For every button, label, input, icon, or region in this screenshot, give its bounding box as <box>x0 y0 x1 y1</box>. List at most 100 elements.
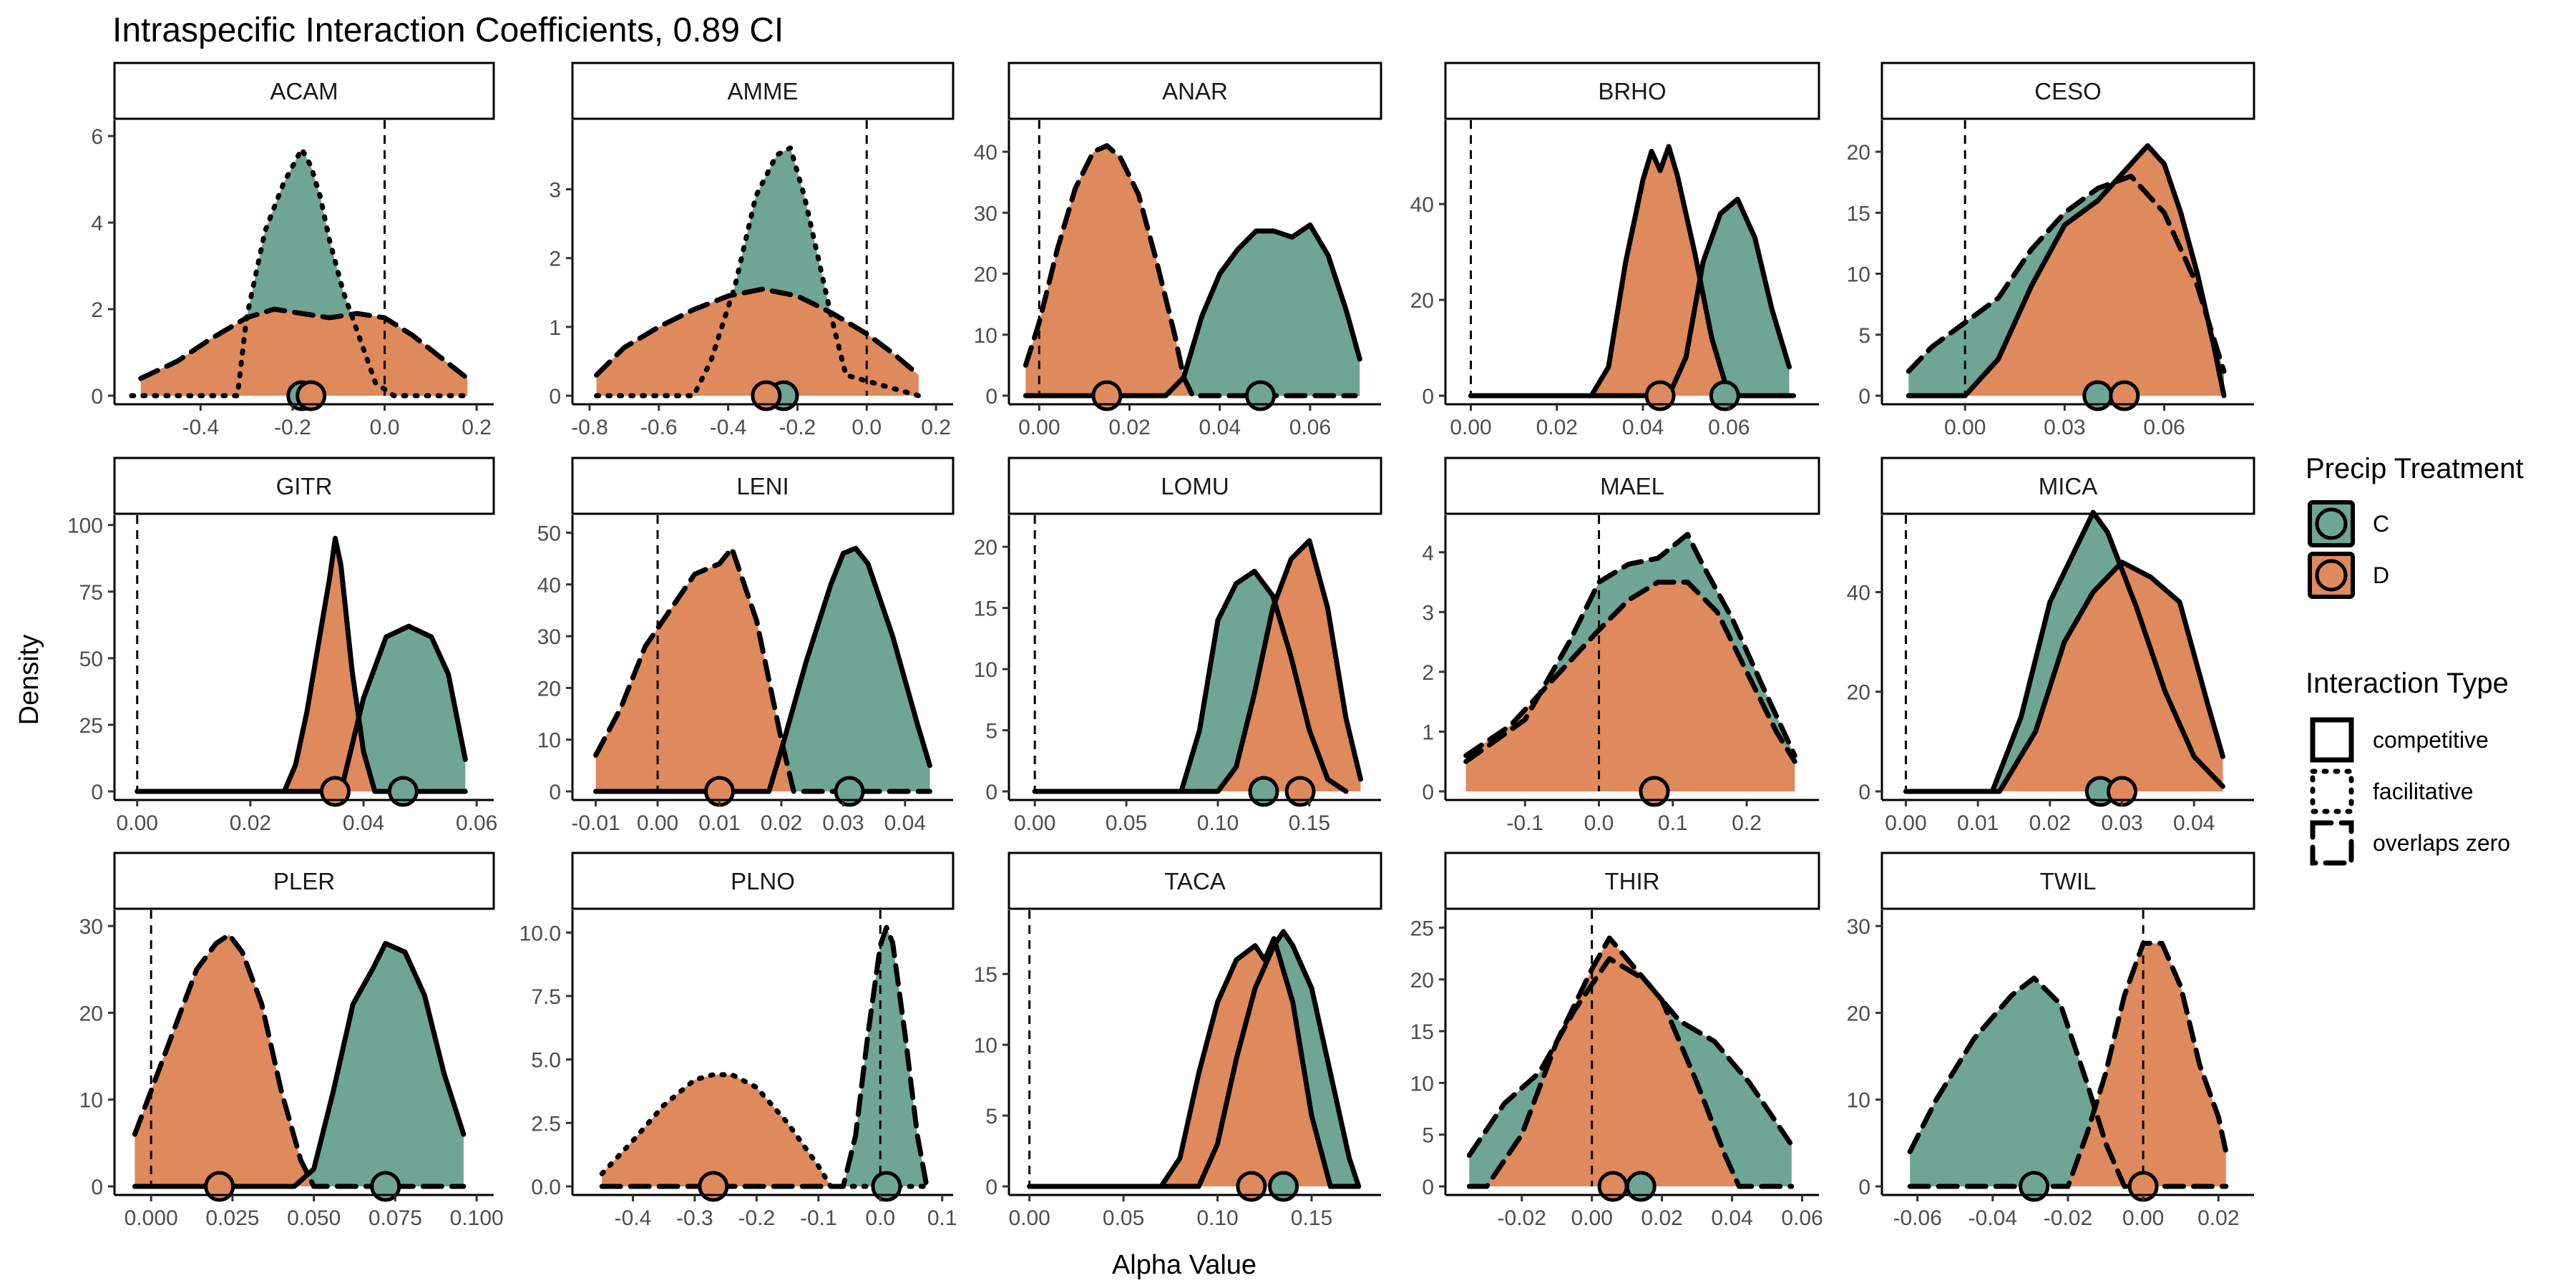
median-point-d <box>204 1171 235 1202</box>
y-tick-label: 0 <box>91 781 103 804</box>
x-tick-label: 0.2 <box>1732 811 1762 835</box>
median-point-d <box>1597 1171 1629 1202</box>
median-point-d <box>319 776 351 807</box>
y-tick-label: 20 <box>1847 141 1870 165</box>
facet-strip <box>1880 852 2255 910</box>
x-tick-label: 0.0 <box>370 416 400 439</box>
x-tick-label: 0.04 <box>884 811 926 835</box>
median-point-c <box>1709 380 1740 411</box>
x-tick-label: 0.02 <box>1536 416 1578 439</box>
y-tick-label: 0 <box>549 385 561 409</box>
facet-strip <box>1880 62 2255 120</box>
y-tick-label: 0 <box>985 1176 997 1199</box>
y-tick-label: 20 <box>1410 969 1434 992</box>
median-point-d <box>698 1171 729 1202</box>
legend-key-d <box>2308 552 2355 599</box>
y-tick-label: 10 <box>537 729 561 753</box>
y-tick-label: 40 <box>974 141 997 165</box>
legend-title-interaction: Interaction Type <box>2306 668 2509 699</box>
density-outline-d <box>1468 144 1796 399</box>
facet-strip-label: GITR <box>276 473 333 499</box>
median-point-c <box>370 1171 401 1202</box>
legend-key-dotted <box>2310 769 2354 814</box>
y-tick-label: 10 <box>974 1034 997 1058</box>
facet-strip-label: BRHO <box>1598 78 1666 104</box>
legend-key-dashed <box>2310 820 2354 866</box>
density-area-d <box>1470 146 1794 396</box>
facet-strip-label: PLNO <box>731 868 795 894</box>
y-tick-label: 3 <box>1422 601 1434 625</box>
facet-strip <box>571 62 955 120</box>
x-tick-label: 0.0 <box>865 1206 895 1230</box>
density-area-d <box>140 309 468 396</box>
density-area-c <box>596 147 919 396</box>
x-tick-label: 0.00 <box>2122 1206 2164 1230</box>
legend-key-solid <box>2310 717 2354 763</box>
x-tick-label: 0.03 <box>2101 811 2142 835</box>
y-tick-label: 40 <box>1410 193 1434 217</box>
facet-acam: ACAM 0 2 4 6 -0.4 -0.2 0.0 0.2 <box>91 62 495 439</box>
x-tick-label: 0.05 <box>1106 811 1147 835</box>
facet-gitr: GITR 0 25 50 75 100 0.00 0.02 0.04 0.06 <box>67 457 497 835</box>
density-area-d <box>1910 943 2226 1186</box>
y-tick-label: 30 <box>79 915 103 939</box>
x-tick-label: -0.02 <box>2044 1206 2092 1230</box>
density-area-d <box>1906 562 2223 791</box>
density-area-d <box>1035 540 1361 791</box>
y-tick-label: 7.5 <box>531 985 561 1009</box>
y-tick-label: 5 <box>985 1105 997 1128</box>
facet-panels: ACAM 0 2 4 6 -0.4 -0.2 0.0 0.2 AMME 0 1 2 3 -0.8 -0.6 -0… <box>67 62 2255 1230</box>
y-tick-label: 0 <box>91 1176 103 1199</box>
median-point-c <box>1248 776 1279 807</box>
y-tick-label: 0 <box>985 385 997 409</box>
y-tick-label: 0 <box>1422 781 1434 804</box>
density-outline-d <box>1027 936 1362 1189</box>
density-area-d <box>1469 937 1792 1186</box>
median-point-c <box>1268 1171 1299 1202</box>
density-outline-c <box>1468 196 1792 399</box>
median-point-d <box>1091 380 1123 411</box>
y-tick-label: 10 <box>79 1089 103 1113</box>
facet-strip <box>113 62 495 120</box>
x-tick-label: 0.000 <box>125 1206 178 1230</box>
density-outline-d <box>1903 560 2225 794</box>
x-tick-label: 0.10 <box>1197 811 1239 835</box>
density-outline-d <box>594 286 922 378</box>
facet-twil: TWIL 0 10 20 30 -0.06 -0.04 -0.02 0.00 0.02 <box>1847 852 2255 1230</box>
y-tick-label: 15 <box>974 963 997 987</box>
y-tick-label: 20 <box>79 1002 103 1025</box>
x-tick-label: 0.0 <box>852 416 882 439</box>
y-tick-label: 10 <box>974 324 997 348</box>
y-tick-label: 6 <box>91 125 103 149</box>
x-tick-label: 0.04 <box>2173 811 2215 835</box>
legend-label: facilitative <box>2373 779 2474 804</box>
y-tick-label: 10.0 <box>519 922 561 945</box>
facet-taca: TACA 0 5 10 15 0.00 0.05 0.10 0.15 <box>974 852 1382 1230</box>
facet-strip <box>1880 457 2255 515</box>
y-tick-label: 0 <box>1858 385 1870 409</box>
x-tick-label: -0.04 <box>1968 1206 2017 1230</box>
x-tick-label: 0.00 <box>1008 1206 1050 1230</box>
x-tick-label: 0.01 <box>1957 811 1999 835</box>
median-point-c <box>834 776 865 807</box>
x-tick-label: 0.2 <box>921 416 951 439</box>
y-tick-label: 1 <box>549 316 561 340</box>
x-tick-label: 0.1 <box>927 1206 957 1230</box>
x-tick-label: -0.02 <box>1498 1206 1546 1230</box>
legends: Precip Treatment CD Interaction Type compet… <box>2306 453 2524 866</box>
y-tick-label: 0 <box>985 781 997 804</box>
density-area-d <box>135 935 464 1186</box>
y-tick-label: 30 <box>974 202 997 225</box>
x-tick-label: 0.05 <box>1103 1206 1144 1230</box>
y-tick-label: 20 <box>537 677 561 701</box>
x-tick-label: -0.6 <box>640 416 678 439</box>
y-tick-label: 30 <box>537 625 561 649</box>
x-tick-label: -0.06 <box>1893 1206 1941 1230</box>
median-point-d <box>1236 1171 1267 1202</box>
y-tick-label: 15 <box>1410 1020 1434 1044</box>
density-area-c <box>137 626 466 791</box>
density-outline-c <box>594 145 922 399</box>
x-tick-label: 0.075 <box>369 1206 422 1230</box>
x-tick-label: 0.025 <box>205 1206 259 1230</box>
